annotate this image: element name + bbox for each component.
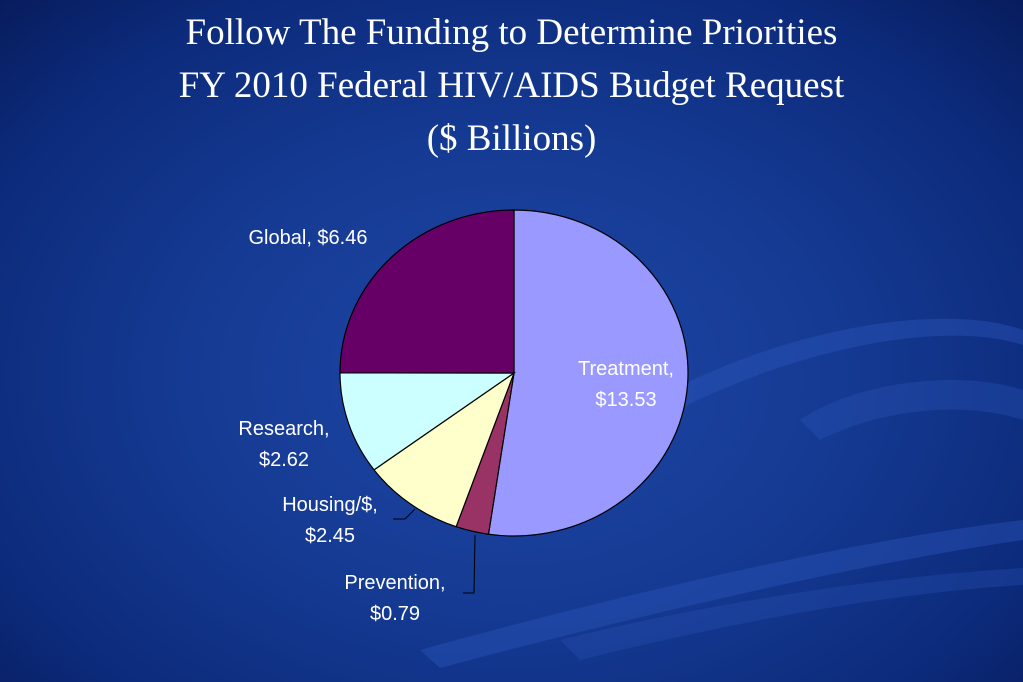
data-label-prevention-line: $0.79 [370,603,420,625]
data-label-housing-line: $2.45 [305,525,355,547]
data-label-prevention: Prevention, $0.79 [344,572,445,625]
data-label-research-line: Research, [238,418,329,440]
data-label-housing-line: Housing/$, [282,494,378,516]
data-label-treatment: Treatment, $13.53 [578,358,674,411]
leader-line-prevention [463,534,476,594]
data-label-treatment-line: $13.53 [595,389,656,411]
data-label-housing: Housing/$, $2.45 [282,494,378,547]
title-line-2: FY 2010 Federal HIV/AIDS Budget Request [178,65,845,106]
pie-slice-treatment [487,209,689,537]
data-label-treatment-line: Treatment, [578,358,674,380]
data-label-research: Research, $2.62 [238,418,329,471]
data-label-global-line: Global, $6.46 [249,227,368,249]
title-line-1: Follow The Funding to Determine Prioriti… [185,12,838,53]
data-label-research-line: $2.62 [259,449,309,471]
slide-title: Follow The Funding to Determine Prioriti… [0,6,1023,165]
title-line-3: ($ Billions) [426,118,597,159]
pie-slice-research [339,372,516,471]
data-label-global: Global, $6.46 [249,227,368,249]
pie-slice-housing [373,371,516,528]
data-label-prevention-line: Prevention, [344,572,445,594]
leader-line-housing [393,508,416,520]
pie-slice-global [339,209,515,374]
